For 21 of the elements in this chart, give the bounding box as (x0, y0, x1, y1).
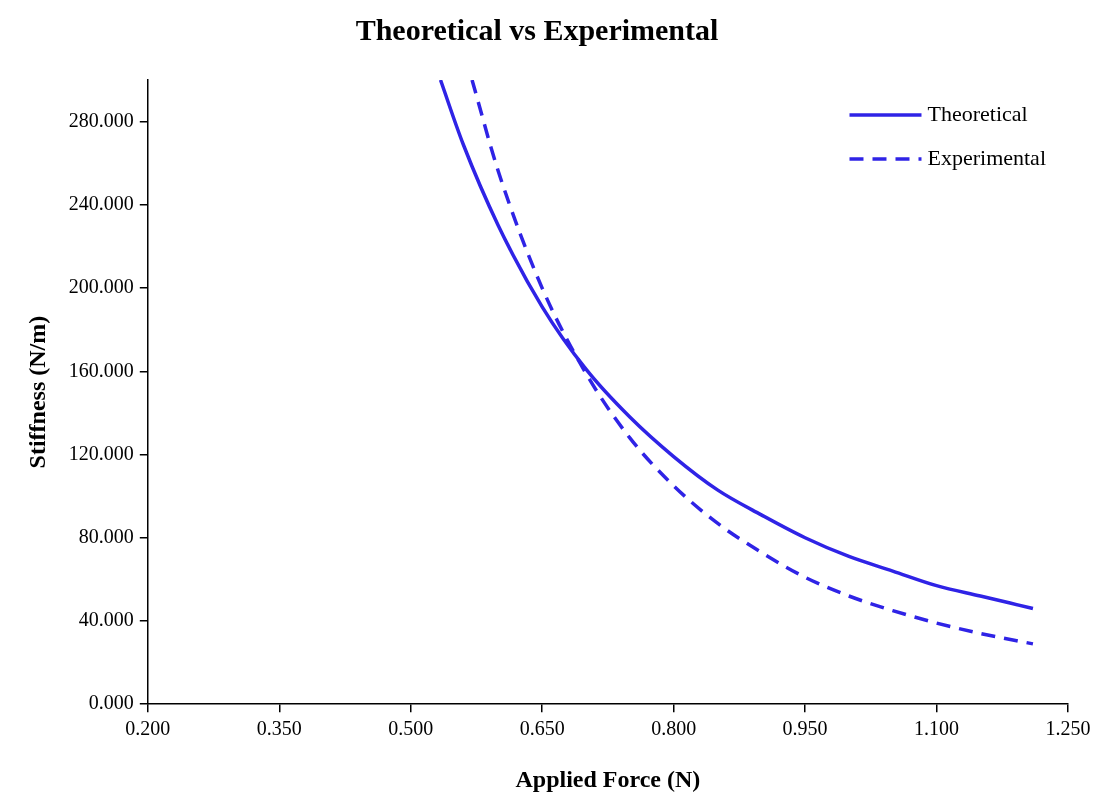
x-tick-label: 0.950 (782, 717, 828, 740)
y-axis-title: Stiffness (N/m) (23, 315, 50, 469)
x-tick-label: 1.250 (1045, 717, 1091, 740)
x-axis-title: Applied Force (N) (515, 765, 701, 792)
y-tick-label: 160.000 (68, 358, 134, 381)
legend-label: Experimental (927, 144, 1047, 170)
x-tick-label: 0.500 (388, 717, 434, 740)
y-tick-label: 240.000 (68, 192, 134, 215)
y-tick-label: 80.000 (78, 525, 134, 547)
x-tick-label: 0.800 (651, 717, 697, 740)
chart-title: Theoretical vs Experimental (355, 12, 719, 46)
x-tick-label: 0.350 (256, 717, 302, 740)
x-tick-label: 0.650 (519, 717, 565, 740)
y-tick-label: 40.000 (78, 608, 134, 631)
legend-label: Theoretical (927, 100, 1028, 126)
x-tick-label: 1.100 (914, 717, 960, 740)
y-tick-label: 200.000 (68, 275, 134, 298)
y-tick-label: 0.000 (88, 691, 134, 714)
y-tick-label: 280.000 (68, 108, 134, 131)
x-tick-label: 0.200 (125, 717, 171, 740)
y-tick-label: 120.000 (68, 441, 134, 464)
